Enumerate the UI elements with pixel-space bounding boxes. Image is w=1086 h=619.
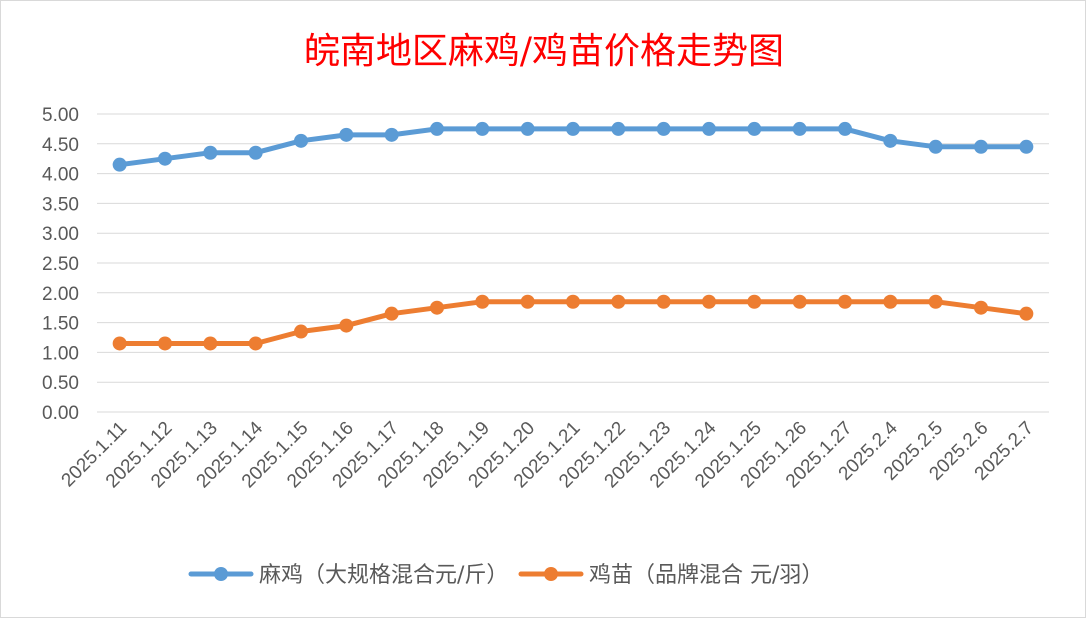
data-point bbox=[384, 306, 399, 321]
chart-title: 皖南地区麻鸡/鸡苗价格走势图 bbox=[304, 31, 784, 72]
data-point bbox=[656, 121, 671, 136]
data-point bbox=[974, 300, 988, 315]
data-point bbox=[747, 121, 762, 136]
data-point bbox=[1019, 306, 1034, 321]
data-point bbox=[974, 139, 988, 154]
data-point bbox=[339, 127, 354, 142]
series-layer bbox=[112, 121, 1034, 351]
data-point bbox=[747, 294, 762, 309]
data-point bbox=[203, 145, 218, 160]
data-point bbox=[475, 121, 490, 136]
data-point bbox=[792, 121, 807, 136]
legend-label-2: 鸡苗（品牌混合 元/羽） bbox=[589, 563, 823, 588]
data-point bbox=[838, 121, 852, 136]
data-point bbox=[838, 294, 852, 309]
data-point bbox=[611, 294, 626, 309]
legend-marker-2 bbox=[544, 567, 558, 581]
data-point bbox=[883, 133, 898, 148]
data-point bbox=[566, 294, 580, 309]
data-point bbox=[294, 324, 308, 339]
y-tick-label: 4.50 bbox=[42, 135, 79, 156]
data-point bbox=[520, 121, 535, 136]
data-point bbox=[702, 294, 716, 309]
data-point bbox=[158, 151, 172, 166]
y-tick-label: 5.00 bbox=[42, 105, 79, 126]
y-tick-label: 0.00 bbox=[42, 403, 79, 424]
data-point bbox=[339, 318, 354, 333]
data-point bbox=[566, 121, 580, 136]
y-tick-label: 4.00 bbox=[42, 165, 79, 186]
data-point bbox=[112, 157, 127, 172]
y-axis-ticks: 0.00 0.50 1.00 1.50 2.00 2.50 3.00 3.50 4.00 4.50… bbox=[42, 105, 79, 424]
data-point bbox=[294, 133, 308, 148]
legend-marker-1 bbox=[214, 567, 228, 581]
data-point bbox=[928, 294, 943, 309]
data-point bbox=[792, 294, 807, 309]
data-point bbox=[520, 294, 535, 309]
y-tick-label: 2.50 bbox=[42, 254, 79, 275]
data-point bbox=[928, 139, 943, 154]
data-point bbox=[430, 121, 444, 136]
grid-lines bbox=[97, 113, 1049, 413]
y-tick-label: 3.50 bbox=[42, 194, 79, 215]
data-point bbox=[1019, 139, 1034, 154]
data-point bbox=[611, 121, 626, 136]
data-point bbox=[430, 300, 444, 315]
y-tick-label: 2.00 bbox=[42, 284, 79, 305]
legend-label-1: 麻鸡（大规格混合元/斤） bbox=[259, 563, 508, 588]
data-point bbox=[475, 294, 490, 309]
legend: 麻鸡（大规格混合元/斤） 鸡苗（品牌混合 元/羽） bbox=[188, 563, 823, 588]
data-point bbox=[203, 336, 218, 351]
data-point bbox=[702, 121, 716, 136]
data-point bbox=[248, 145, 263, 160]
data-point bbox=[384, 127, 399, 142]
data-point bbox=[158, 336, 172, 351]
y-tick-label: 1.00 bbox=[42, 343, 79, 364]
y-tick-label: 0.50 bbox=[42, 373, 79, 394]
x-axis-ticks: 2025.1.112025.1.122025.1.132025.1.142025… bbox=[58, 417, 1038, 492]
y-tick-label: 3.00 bbox=[42, 224, 79, 245]
data-point bbox=[656, 294, 671, 309]
y-tick-label: 1.50 bbox=[42, 314, 79, 335]
data-point bbox=[112, 336, 127, 351]
data-point bbox=[883, 294, 898, 309]
data-point bbox=[248, 336, 263, 351]
